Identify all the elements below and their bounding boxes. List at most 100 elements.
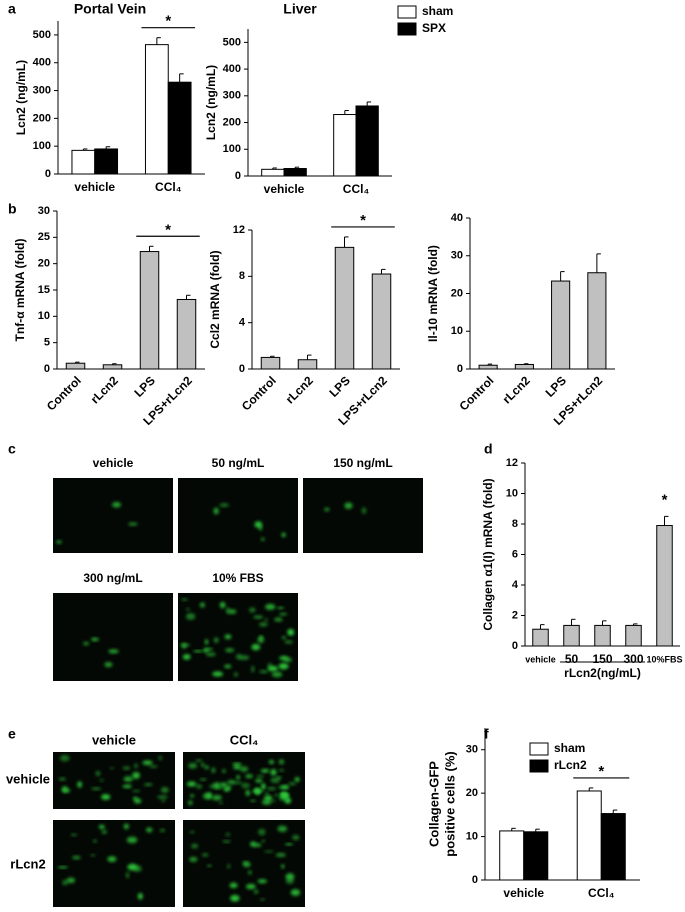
cell xyxy=(201,853,209,857)
cell xyxy=(224,634,232,640)
micrograph-bg xyxy=(303,478,423,553)
cell xyxy=(278,785,290,790)
y-tick-label: 15 xyxy=(38,284,50,296)
x-tick-label: vehicle xyxy=(74,180,115,194)
cell xyxy=(277,825,288,832)
bar xyxy=(514,363,534,370)
bar xyxy=(656,525,673,647)
cell xyxy=(62,788,71,793)
y-tick-label: 20 xyxy=(451,287,463,299)
cell xyxy=(204,765,209,770)
cell xyxy=(132,772,140,779)
x-tick-label: rLcn2 xyxy=(500,373,533,406)
legend-swatch xyxy=(397,5,417,19)
cell xyxy=(261,839,265,843)
y-tick-label: 8 xyxy=(239,270,245,282)
cell xyxy=(112,501,122,508)
y-axis-label: Collagen-GFP xyxy=(426,761,441,847)
image-label: vehicle xyxy=(93,456,134,470)
bar xyxy=(71,149,96,175)
y-tick-label: 30 xyxy=(466,744,478,756)
error-bar xyxy=(156,37,161,45)
cell xyxy=(264,618,268,622)
cell xyxy=(258,622,268,627)
error-bar xyxy=(535,828,540,832)
error-bar xyxy=(602,620,607,626)
cell xyxy=(149,765,158,768)
cell xyxy=(59,754,70,762)
bar xyxy=(102,364,123,370)
legend-label: sham xyxy=(554,741,585,755)
cell xyxy=(278,759,285,765)
cell xyxy=(283,657,293,663)
cell xyxy=(278,769,285,772)
error-bar xyxy=(186,294,191,300)
y-tick-label: 12 xyxy=(506,457,518,469)
cell xyxy=(122,766,131,770)
cell xyxy=(251,643,261,651)
error-bar xyxy=(523,363,529,365)
cell xyxy=(270,769,277,776)
chart-title: Liver xyxy=(283,1,317,17)
y-tick-label: 300 xyxy=(33,84,51,96)
cell xyxy=(182,654,191,660)
x-tick-label: LPS xyxy=(543,373,569,399)
y-tick-label: 400 xyxy=(33,57,51,69)
cell xyxy=(277,606,285,610)
cell xyxy=(123,776,133,782)
cell xyxy=(258,828,266,836)
cell xyxy=(242,861,251,868)
y-tick-label: 10 xyxy=(506,487,518,499)
cell xyxy=(287,628,295,636)
cell xyxy=(185,613,196,620)
cell xyxy=(254,521,263,528)
cell xyxy=(58,777,67,781)
cell xyxy=(239,766,249,772)
cell xyxy=(186,781,197,787)
cell xyxy=(137,892,143,900)
y-tick-label: 0 xyxy=(235,170,241,182)
cell xyxy=(191,843,199,849)
cell xyxy=(66,877,76,884)
cell xyxy=(250,799,256,802)
y-tick-label: 500 xyxy=(223,36,241,48)
y-tick-label: 100 xyxy=(33,140,51,152)
cell xyxy=(278,663,289,670)
cell xyxy=(62,879,69,886)
cell xyxy=(284,640,293,644)
micrograph xyxy=(178,593,298,681)
micrograph-bg xyxy=(53,593,173,681)
x-tick-label: vehicle xyxy=(525,654,556,664)
cell xyxy=(123,823,129,830)
cell xyxy=(142,760,153,765)
error-bar xyxy=(596,253,601,273)
cell xyxy=(274,793,279,797)
cell xyxy=(213,637,219,643)
cell xyxy=(205,652,216,657)
cell xyxy=(90,637,99,641)
error-bar xyxy=(381,268,386,275)
cell xyxy=(254,889,259,894)
micrograph xyxy=(183,820,305,907)
cell xyxy=(56,540,62,544)
cell xyxy=(95,770,101,777)
cell xyxy=(235,653,242,660)
significance-mark: * xyxy=(598,763,604,780)
cell xyxy=(270,777,281,783)
error-bar xyxy=(75,361,80,364)
cell xyxy=(271,671,283,678)
cell xyxy=(226,779,236,785)
bar xyxy=(563,624,580,647)
bar xyxy=(65,362,86,370)
error-bar xyxy=(588,787,594,791)
y-tick-label: 20 xyxy=(38,258,50,270)
cell xyxy=(253,615,264,619)
cell xyxy=(282,794,289,799)
cell xyxy=(254,787,260,794)
cell xyxy=(157,795,168,799)
cell xyxy=(209,784,217,789)
y-tick-label: 30 xyxy=(38,205,50,217)
bar xyxy=(532,628,549,647)
cell xyxy=(222,840,231,843)
y-axis-label: positive cells (%) xyxy=(442,751,457,856)
